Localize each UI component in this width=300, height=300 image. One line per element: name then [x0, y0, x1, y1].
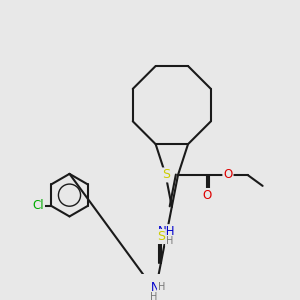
Text: Cl: Cl	[32, 199, 44, 212]
Text: O: O	[223, 169, 232, 182]
Text: N: N	[151, 281, 160, 294]
Text: H: H	[158, 282, 165, 292]
Text: S: S	[157, 230, 165, 243]
Text: S: S	[162, 169, 170, 182]
Text: NH: NH	[158, 225, 175, 238]
Text: H: H	[166, 236, 173, 246]
Text: O: O	[202, 189, 211, 202]
Text: H: H	[150, 292, 158, 300]
